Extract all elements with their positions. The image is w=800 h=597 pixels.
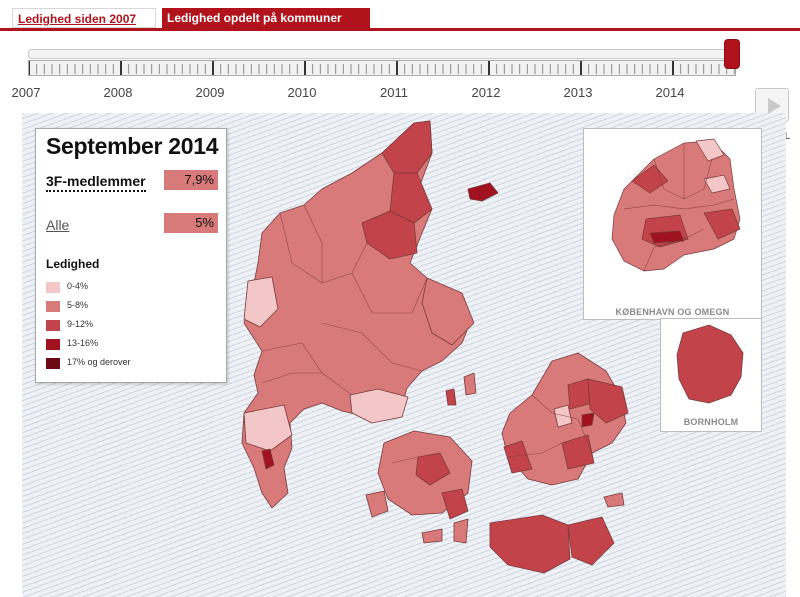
member-value: 7,9% [164,170,218,190]
region-thisted[interactable] [243,276,279,328]
tab-underline [0,28,800,31]
cph-east[interactable] [703,208,741,240]
legend-swatch [46,282,60,293]
legend-title: Ledighed [46,257,100,271]
region-als[interactable] [365,490,389,518]
year-label: 2011 [380,85,408,100]
view-tabs: Ledighed siden 2007 Ledighed opdelt på k… [0,0,800,31]
tab-ledighed-kommuner[interactable]: Ledighed opdelt på kommuner [162,8,370,28]
region-langeland[interactable] [453,518,469,544]
region-kalundborg[interactable] [503,440,533,474]
region-lolland[interactable] [489,514,571,574]
timeline: 2007 2008 2009 2010 2011 2012 2013 2014 … [0,40,800,142]
panel-title: September 2014 [46,133,219,159]
region-moen[interactable] [603,492,625,508]
region-fanoe[interactable] [261,448,275,470]
year-label: 2009 [195,85,225,100]
bornholm-label: BORNHOLM [683,417,739,427]
year-label: 2008 [103,85,133,100]
region-odense[interactable] [415,452,451,486]
legend-label: 0-4% [67,281,89,291]
timeline-handle[interactable] [725,40,739,68]
region-djursland[interactable] [421,277,475,346]
timeline-track[interactable] [28,49,738,59]
region-anholt[interactable] [445,388,457,406]
timeline-ticks[interactable] [28,60,736,76]
year-label: 2014 [655,85,685,100]
region-esbjerg[interactable] [243,404,293,452]
copenhagen-inset[interactable]: KØBENHAVN OG OMEGN [583,128,762,320]
municipal-borders [261,204,593,464]
legend-label: 17% og derover [67,357,131,367]
cph-borders [623,143,735,272]
copenhagen-map [611,138,741,272]
year-label: 2007 [11,85,41,100]
bornholm-region[interactable] [676,324,744,404]
region-zealand-dark[interactable] [581,412,595,428]
year-label: 2010 [287,85,317,100]
legend-label: 5-8% [67,300,89,310]
region-aeroe[interactable] [421,528,443,544]
bornholm-inset[interactable]: BORNHOLM [660,318,762,432]
cph-region[interactable] [611,140,741,272]
cph-north-light-2[interactable] [703,174,731,194]
year-label: 2013 [563,85,593,100]
legend-swatch [46,301,60,312]
region-samsoe[interactable] [463,372,477,396]
cph-northwest[interactable] [631,164,669,194]
region-laeso[interactable] [467,182,499,202]
info-panel: September 2014 3F-medlemmer 7,9% Alle 5%… [35,128,227,383]
bornholm-map [676,324,744,404]
all-value: 5% [164,213,218,233]
legend-swatch [46,358,60,369]
all-label[interactable]: Alle [46,217,70,233]
year-label: 2012 [471,85,501,100]
cph-dark[interactable] [649,230,685,244]
tab-ledighed-siden-2007[interactable]: Ledighed siden 2007 [12,8,156,28]
cph-north-light[interactable] [695,138,725,162]
legend-label: 13-16% [67,338,99,348]
legend-swatch [46,339,60,350]
copenhagen-label: KØBENHAVN OG OMEGN [615,307,730,317]
region-holbaek-light[interactable] [553,404,573,428]
tick-marks [29,61,735,75]
member-label[interactable]: 3F-medlemmer [46,173,146,192]
denmark-map [241,120,629,574]
region-randers[interactable] [349,388,409,424]
region-svendborg[interactable] [441,488,469,520]
region-falster[interactable] [567,516,615,566]
region-naestved[interactable] [561,434,595,470]
legend-swatch [46,320,60,331]
region-copenhagen[interactable] [587,378,629,424]
region-frederikshavn[interactable] [389,172,433,224]
legend-label: 9-12% [67,319,94,329]
